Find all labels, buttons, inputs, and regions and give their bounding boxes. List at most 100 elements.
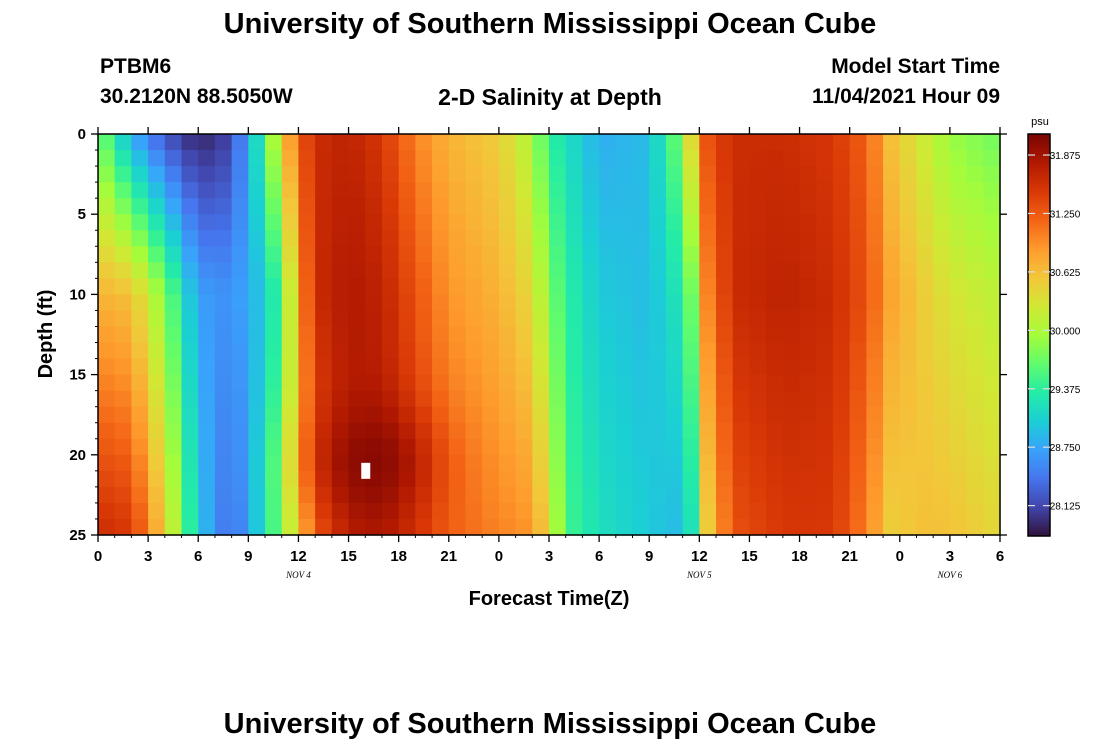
- heatmap-cell: [198, 198, 216, 215]
- heatmap-cell: [198, 166, 216, 183]
- heatmap-cell: [281, 518, 300, 536]
- heatmap-cell: [716, 198, 734, 215]
- heatmap-cell: [632, 310, 650, 328]
- heatmap-cell: [214, 454, 233, 472]
- heatmap-cell: [214, 198, 233, 215]
- heatmap-cell: [732, 150, 751, 167]
- heatmap-cell: [114, 390, 132, 408]
- heatmap-cell: [498, 166, 517, 183]
- heatmap-cell: [482, 294, 500, 312]
- heatmap-cell: [949, 198, 968, 215]
- heatmap-cell: [532, 358, 550, 376]
- heatmap-cell: [498, 182, 517, 199]
- heatmap-cell: [582, 262, 600, 279]
- heatmap-cell: [832, 262, 851, 279]
- heatmap-cell: [281, 438, 300, 456]
- heatmap-cell: [916, 230, 934, 247]
- heatmap-cell: [599, 470, 617, 488]
- heatmap-cell: [482, 358, 500, 376]
- heatmap-cell: [148, 326, 166, 344]
- heatmap-cell: [515, 182, 533, 199]
- heatmap-cell: [381, 294, 400, 312]
- heatmap-cell: [665, 278, 684, 295]
- heatmap-cell: [632, 486, 650, 504]
- x-tick-label: 15: [741, 548, 758, 565]
- heatmap-cell: [348, 326, 366, 344]
- heatmap-cell: [699, 230, 717, 247]
- heatmap-cell: [381, 246, 400, 263]
- heatmap-cell: [131, 198, 149, 215]
- heatmap-cell: [766, 230, 784, 247]
- heatmap-cell: [933, 422, 951, 440]
- heatmap-cell: [949, 150, 968, 167]
- heatmap-cell: [164, 406, 183, 424]
- heatmap-cell: [949, 246, 968, 263]
- heatmap-cell: [966, 374, 984, 392]
- heatmap-cell: [849, 150, 867, 167]
- heatmap-cell: [114, 182, 132, 199]
- heatmap-cell: [181, 182, 199, 199]
- heatmap-cell: [716, 310, 734, 328]
- heatmap-cell: [549, 358, 567, 376]
- heatmap-cell: [582, 358, 600, 376]
- heatmap-cell: [164, 278, 183, 295]
- heatmap-cell: [415, 134, 433, 151]
- heatmap-cell: [532, 326, 550, 344]
- heatmap-cell: [832, 310, 851, 328]
- heatmap-cell: [582, 422, 600, 440]
- heatmap-cell: [532, 518, 550, 536]
- heatmap-cell: [749, 262, 767, 279]
- heatmap-cell: [532, 374, 550, 392]
- heatmap-cell: [532, 214, 550, 231]
- missing-data-cell: [361, 462, 371, 479]
- heatmap-cell: [181, 502, 199, 520]
- heatmap-cell: [265, 422, 283, 440]
- heatmap-cell: [565, 294, 583, 312]
- heatmap-cell: [949, 166, 968, 183]
- heatmap-cell: [549, 502, 567, 520]
- heatmap-cell: [799, 214, 817, 231]
- heatmap-cell: [381, 390, 400, 408]
- heatmap-cell: [198, 422, 216, 440]
- heatmap-cell: [98, 342, 116, 360]
- heatmap-cell: [298, 262, 316, 279]
- heatmap-cell: [766, 502, 784, 520]
- heatmap-cell: [331, 518, 350, 536]
- heatmap-cell: [248, 358, 266, 376]
- heatmap-cell: [315, 358, 333, 376]
- heatmap-cell: [782, 342, 801, 360]
- heatmap-cell: [381, 502, 400, 520]
- heatmap-cell: [899, 198, 918, 215]
- heatmap-cell: [883, 518, 901, 536]
- heatmap-cell: [98, 182, 116, 199]
- x-tick-label: 9: [645, 548, 653, 565]
- heatmap-cell: [365, 438, 383, 456]
- colorbar-tick-label: 28.750: [1050, 443, 1081, 454]
- heatmap-cell: [281, 470, 300, 488]
- heatmap-cell: [298, 454, 316, 472]
- heatmap-cell: [949, 182, 968, 199]
- heatmap-cell: [649, 182, 667, 199]
- heatmap-cell: [398, 390, 416, 408]
- heatmap-cell: [782, 422, 801, 440]
- heatmap-cell: [498, 422, 517, 440]
- heatmap-cell: [148, 422, 166, 440]
- heatmap-cell: [983, 198, 1001, 215]
- heatmap-cell: [849, 518, 867, 536]
- heatmap-cell: [98, 358, 116, 376]
- heatmap-cell: [732, 470, 751, 488]
- heatmap-cell: [214, 262, 233, 279]
- heatmap-cell: [515, 214, 533, 231]
- heatmap-cell: [615, 326, 634, 344]
- heatmap-cell: [315, 134, 333, 151]
- heatmap-cell: [315, 454, 333, 472]
- heatmap-cell: [665, 374, 684, 392]
- heatmap-cell: [164, 246, 183, 263]
- heatmap-cell: [465, 518, 483, 536]
- heatmap-cell: [933, 294, 951, 312]
- heatmap-cell: [682, 502, 700, 520]
- heatmap-cell: [432, 518, 450, 536]
- heatmap-cell: [699, 406, 717, 424]
- heatmap-cell: [415, 150, 433, 167]
- heatmap-cell: [883, 198, 901, 215]
